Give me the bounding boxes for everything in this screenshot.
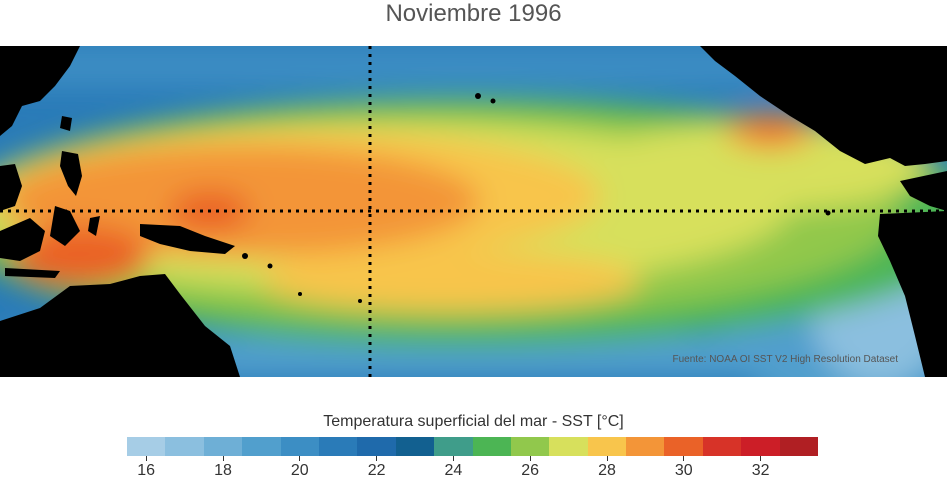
- legend-swatch: [127, 437, 166, 456]
- legend-tick-label: 22: [367, 462, 386, 479]
- map-title: Noviembre 1996: [385, 0, 562, 27]
- source-credit: Fuente: NOAA OI SST V2 High Resolution D…: [673, 354, 899, 365]
- color-legend-bar: [127, 437, 819, 456]
- legend-swatch: [357, 437, 396, 456]
- legend-tick-label: 18: [214, 462, 232, 479]
- legend-swatch: [741, 437, 780, 456]
- legend-swatch: [280, 437, 319, 456]
- legend-tick: [606, 456, 608, 461]
- legend-tick: [529, 456, 531, 461]
- legend-tick-label: 26: [521, 462, 540, 479]
- legend-tick-label: 32: [751, 462, 770, 479]
- legend-swatch: [587, 437, 627, 456]
- legend-tick-label: 16: [137, 462, 156, 479]
- legend-tick-label: 28: [598, 462, 616, 479]
- legend-swatch: [510, 437, 550, 456]
- legend-swatch: [242, 437, 281, 456]
- legend-title: Temperatura superficial del mar - SST [°…: [323, 413, 624, 430]
- legend-tick: [452, 456, 454, 461]
- legend-tick-label: 24: [444, 462, 463, 479]
- legend-tick: [145, 456, 147, 461]
- legend-swatch: [318, 437, 358, 456]
- legend-swatch: [472, 437, 511, 456]
- legend-swatch: [664, 437, 703, 456]
- legend-ticks: 16 18 20 22 24 26 28 30 32: [127, 456, 819, 480]
- legend-swatch: [395, 437, 435, 456]
- legend-tick: [760, 456, 762, 461]
- land: [0, 46, 947, 377]
- legend-swatch: [434, 437, 473, 456]
- legend-swatch: [165, 437, 204, 456]
- legend-swatch: [779, 437, 819, 456]
- legend-tick: [683, 456, 685, 461]
- legend-swatch: [203, 437, 243, 456]
- legend-swatch: [549, 437, 588, 456]
- legend-tick: [299, 456, 301, 461]
- legend-swatch: [702, 437, 742, 456]
- legend-tick: [376, 456, 378, 461]
- legend-tick-label: 20: [290, 462, 309, 479]
- legend-tick-label: 30: [674, 462, 693, 479]
- legend-tick: [222, 456, 224, 461]
- legend-swatch: [626, 437, 665, 456]
- sst-map: Fuente: NOAA OI SST V2 High Resolution D…: [0, 46, 947, 377]
